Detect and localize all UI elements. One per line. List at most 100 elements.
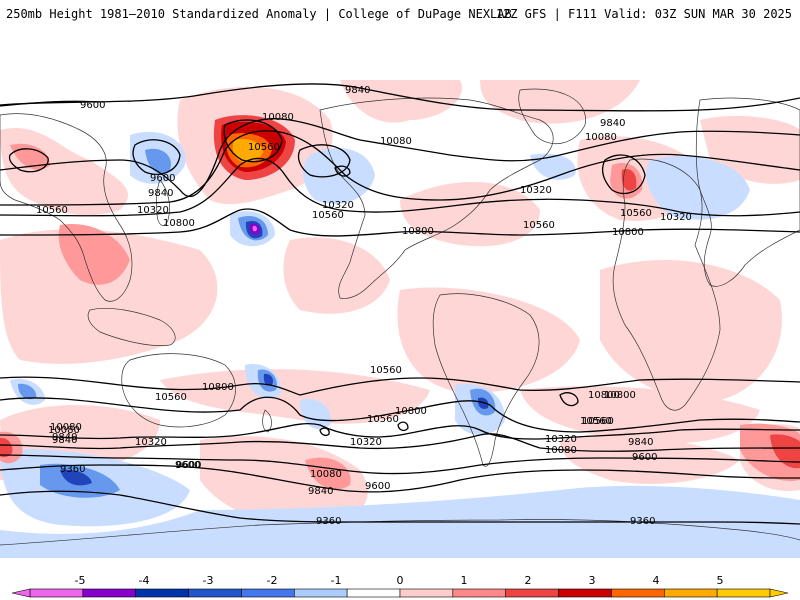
contour-label: 10320 <box>545 434 577 445</box>
colorbar-segment <box>663 588 718 598</box>
contour-label: 10080 <box>545 445 577 456</box>
contour-label: 9600 <box>150 173 175 184</box>
colorbar-left-arrow <box>11 588 31 598</box>
contour-10320-north <box>0 130 800 206</box>
negative-anomaly-region <box>646 156 750 220</box>
contour-label: 9840 <box>52 435 77 446</box>
colorbar-segment <box>505 588 559 598</box>
colorbar-segment <box>135 588 189 598</box>
coastline-new-zealand <box>262 409 272 433</box>
positive-anomaly-region <box>10 143 50 170</box>
colorbar-tick-label: 1 <box>460 574 468 587</box>
colorbar-segment <box>241 588 295 598</box>
negative-anomaly-region <box>300 399 331 429</box>
contour-label: 10080 <box>48 425 80 436</box>
contour-label: 10080 <box>310 469 342 480</box>
colorbar-tick-label: 0 <box>396 574 404 587</box>
contour-label: 10080 <box>380 136 412 147</box>
contour-label: 10560 <box>523 220 555 231</box>
contour-label: 10080 <box>585 132 617 143</box>
colorbar-segment <box>558 588 612 598</box>
contour-label: 10560 <box>36 205 68 216</box>
contour-label: 10080 <box>262 112 294 123</box>
positive-anomaly-region <box>770 434 800 469</box>
contour-small-closed-2 <box>559 392 579 407</box>
contour-small-closed-1 <box>397 421 409 432</box>
contour-label: 9600 <box>365 481 390 492</box>
contour-9600-closed-asia <box>8 148 49 173</box>
negative-anomaly-core <box>263 373 274 386</box>
contour-10080-south <box>0 433 800 452</box>
positive-anomaly-region <box>600 260 782 401</box>
coastline-asia-west <box>0 113 133 302</box>
contour-closed-ridge <box>223 119 283 163</box>
positive-anomaly-region <box>621 169 637 191</box>
header: 250mb Height 1981–2010 Standardized Anom… <box>0 0 800 28</box>
contour-label: 10560 <box>155 392 187 403</box>
coastline-australia <box>121 353 236 428</box>
height-contours <box>0 83 800 525</box>
contour-labels: 9840 9600 10080 10560 10080 9600 9840 10… <box>36 85 692 527</box>
negative-anomaly-core <box>252 225 257 232</box>
colorbar-segment <box>611 588 665 598</box>
contour-label: 10560 <box>580 416 612 427</box>
contour-label: 10560 <box>370 365 402 376</box>
contour-small-closed-3 <box>319 427 330 437</box>
contour-9840-north <box>0 83 800 112</box>
contour-label: 9600 <box>175 460 200 471</box>
contour-closed-low-alaska <box>297 144 351 178</box>
colorbar-tick-label: 4 <box>652 574 660 587</box>
contour-label: 9840 <box>148 188 173 199</box>
contour-closed-europe <box>601 154 646 195</box>
negative-anomaly-region <box>303 147 375 204</box>
contour-label: 10800 <box>163 218 195 229</box>
contour-label: 10320 <box>135 437 167 448</box>
contour-9360-south <box>0 490 800 525</box>
contour-label: 10800 <box>604 390 636 401</box>
contour-label: 10560 <box>620 208 652 219</box>
contour-label: 10800 <box>395 406 427 417</box>
contour-label: 10800 <box>202 382 234 393</box>
coastline-asia <box>695 97 800 287</box>
coastline-south-america <box>432 293 540 467</box>
contour-label: 10560 <box>312 210 344 221</box>
colorbar-right-arrow <box>769 588 789 598</box>
colorbar-segment <box>82 588 137 598</box>
colorbar-tick-label: -5 <box>74 574 86 587</box>
anomaly-colorbar <box>11 588 789 598</box>
contour-label: 9840 <box>600 118 625 129</box>
colorbar-tick-label: -4 <box>138 574 150 587</box>
colorbar-segment <box>716 588 771 598</box>
contour-10800-south <box>0 376 800 396</box>
map-canvas: 9840 9600 10080 10560 10080 9600 9840 10… <box>0 40 800 558</box>
coastlines <box>0 88 800 546</box>
contour-label: 10320 <box>322 200 354 211</box>
contour-label: 9600 <box>632 452 657 463</box>
colorbar-tick-label: -3 <box>202 574 214 587</box>
contour-label: 9600 <box>80 100 105 111</box>
contour-label: 9360 <box>316 516 341 527</box>
contour-label: 9360 <box>60 464 85 475</box>
map-title: 250mb Height 1981–2010 Standardized Anom… <box>6 7 512 21</box>
contour-label: 9840 <box>628 437 653 448</box>
contour-label: 10800 <box>612 227 644 238</box>
contour-label: 9840 <box>308 486 333 497</box>
positive-anomaly-core <box>232 139 263 163</box>
coastline-north-america <box>319 97 554 299</box>
contour-label: 10320 <box>520 185 552 196</box>
contour-label: 10320 <box>660 212 692 223</box>
contour-9600-closed-japan <box>132 139 181 175</box>
coastline-japan <box>156 179 170 226</box>
contour-label: 10560 <box>248 142 280 153</box>
model-run-info: 12Z GFS | F111 Valid: 03Z SUN MAR 30 202… <box>495 7 792 21</box>
colorbar-segment <box>29 588 84 598</box>
positive-anomaly-region <box>400 181 540 247</box>
contour-label: 10320 <box>350 437 382 448</box>
coastline-antarctica <box>0 519 800 546</box>
positive-anomaly-region <box>0 229 218 364</box>
colorbar-segment <box>293 588 348 598</box>
colorbar-tick-label: -2 <box>266 574 278 587</box>
coastline-greenland <box>518 88 586 144</box>
colorbar-segment <box>188 588 242 598</box>
colorbar-tick-label: -1 <box>330 574 342 587</box>
